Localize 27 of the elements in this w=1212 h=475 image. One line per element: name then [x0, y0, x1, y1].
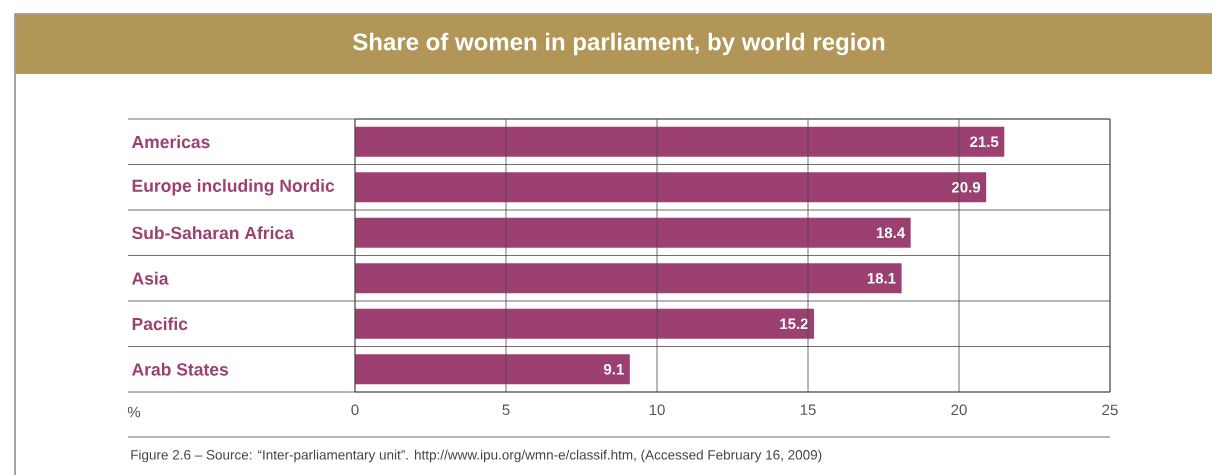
data-label: 21.5 — [970, 136, 999, 148]
x-tick-label: 25 — [1102, 404, 1118, 416]
y-tick-label: Americas — [131, 135, 210, 149]
x-tick-label: 15 — [800, 404, 816, 415]
bar — [355, 308, 815, 339]
bar — [355, 126, 1005, 157]
y-tick-label: Europe including Nordic — [132, 179, 335, 196]
y-tick-label: Asia — [131, 271, 169, 285]
data-label: 9.1 — [603, 363, 624, 375]
caption: Figure 2.6 – Source: “Inter-parliamentary unit”. http://www.ipu.org/wmn-e/classif.htm, (Accessed February 16, 2009) — [131, 449, 822, 463]
y-tick-label: Arab States — [131, 362, 229, 376]
x-tick-label: 0 — [351, 404, 359, 416]
bar — [355, 172, 987, 203]
bar — [355, 263, 902, 294]
chart-title: Share of women in parliament, by world region — [352, 32, 885, 56]
x-tick-label: 20 — [951, 404, 967, 416]
y-tick-label: Pacific — [132, 317, 188, 331]
bar — [355, 354, 630, 385]
x-axis-title: % — [127, 406, 141, 418]
data-label: 18.4 — [876, 227, 906, 239]
x-tick-label: 5 — [502, 404, 510, 415]
y-tick-label: Sub-Saharan Africa — [132, 226, 295, 240]
data-label: 18.1 — [867, 272, 896, 284]
data-label: 15.2 — [780, 318, 808, 330]
bar — [355, 217, 911, 248]
x-tick-label: 10 — [649, 404, 665, 416]
data-label: 20.9 — [951, 181, 981, 193]
